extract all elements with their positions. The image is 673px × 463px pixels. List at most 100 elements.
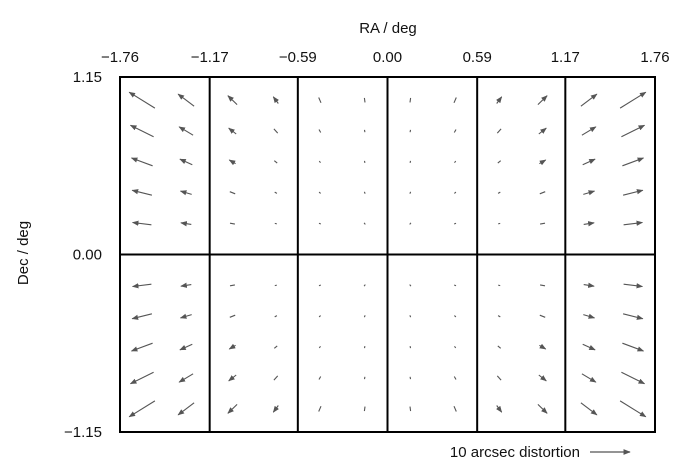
distortion-arrow: [318, 129, 322, 133]
x-tick-label: 0.59: [463, 49, 492, 66]
distortion-arrow: [623, 283, 644, 289]
distortion-arrow: [497, 315, 501, 318]
distortion-arrow: [180, 282, 192, 288]
distortion-arrow: [623, 220, 644, 226]
distortion-arrow: [318, 405, 322, 412]
y-tick-label: −1.15: [64, 424, 102, 441]
distortion-arrow: [409, 97, 412, 103]
distortion-arrow: [273, 160, 278, 164]
distortion-arrow: [538, 127, 547, 135]
distortion-arrow: [128, 91, 156, 109]
distortion-arrow: [274, 315, 278, 318]
distortion-arrow: [178, 126, 194, 136]
distortion-arrow: [580, 402, 598, 416]
distortion-arrow: [496, 405, 503, 413]
distortion-arrow: [318, 284, 322, 287]
distortion-arrow: [180, 221, 192, 227]
x-axis-title: RA / deg: [359, 20, 417, 37]
distortion-arrow: [453, 97, 457, 104]
distortion-arrow: [453, 376, 457, 380]
distortion-arrow: [318, 222, 322, 225]
x-tick-label: −1.17: [191, 49, 229, 66]
distortion-arrow: [274, 284, 277, 287]
distortion-arrow: [453, 129, 457, 133]
distortion-arrow: [363, 315, 366, 318]
x-tick-label: 0.00: [373, 49, 402, 66]
distortion-arrow: [583, 221, 595, 227]
distortion-arrow: [496, 96, 503, 104]
distortion-arrow: [409, 191, 412, 194]
distortion-arrow: [178, 373, 194, 383]
distortion-arrow: [363, 97, 366, 103]
distortion-arrow: [622, 157, 645, 167]
distortion-arrow: [229, 191, 236, 195]
distortion-arrow: [131, 283, 152, 289]
x-tick-label: 1.76: [640, 49, 669, 66]
distortion-arrow: [454, 191, 457, 194]
distortion-arrow: [272, 96, 279, 104]
tick-labels: −1.76 −1.17 −0.59 0.00 0.59 1.17 1.76 1.15 0.00 −…: [64, 49, 670, 441]
distortion-arrow: [537, 404, 548, 414]
x-tick-label: 1.17: [551, 49, 580, 66]
distortion-arrow: [318, 376, 322, 380]
distortion-arrow: [582, 158, 596, 166]
legend-label: 10 arcsec distortion: [450, 444, 580, 461]
distortion-arrow: [228, 127, 237, 135]
distortion-arrow: [177, 402, 195, 416]
distortion-arrow: [538, 374, 547, 382]
distortion-arrow: [363, 222, 366, 225]
distortion-arrow: [582, 343, 596, 351]
distortion-arrow: [363, 191, 366, 194]
distortion-arrow: [621, 371, 646, 385]
distortion-arrow: [537, 95, 548, 105]
distortion-arrow: [179, 158, 193, 166]
distortion-arrow: [621, 124, 646, 138]
distortion-arrow: [409, 406, 412, 412]
distortion-arrow: [273, 345, 278, 349]
distortion-arrow: [129, 124, 154, 138]
distortion-arrow: [496, 128, 502, 134]
plot-frame: [119, 76, 656, 433]
distortion-arrow: [583, 282, 595, 288]
distortion-arrow: [409, 315, 412, 318]
x-tick-label: −1.76: [101, 49, 139, 66]
distortion-arrow: [228, 374, 237, 382]
arrow-field: [128, 91, 647, 418]
distortion-arrow: [179, 190, 192, 196]
distortion-arrow: [540, 284, 546, 287]
legend: 10 arcsec distortion: [450, 444, 631, 461]
distortion-arrow: [580, 93, 598, 107]
distortion-arrow: [318, 160, 321, 164]
distortion-arrow: [453, 284, 457, 287]
distortion-arrow: [539, 191, 546, 195]
distortion-arrow: [539, 314, 546, 318]
distortion-arrow: [453, 222, 457, 225]
distortion-arrow: [497, 345, 502, 349]
distortion-arrow: [131, 313, 153, 320]
distortion-arrow: [581, 126, 597, 136]
distortion-arrow: [229, 284, 235, 287]
distortion-arrow: [229, 222, 235, 225]
distortion-arrow: [130, 342, 153, 352]
distortion-arrow: [453, 405, 457, 412]
distortion-arrow: [131, 220, 152, 226]
distortion-arrow: [498, 222, 501, 225]
distortion-arrow: [497, 191, 501, 194]
distortion-arrow: [130, 157, 153, 167]
distortion-arrow: [177, 93, 195, 107]
distortion-arrow: [227, 404, 238, 414]
distortion-arrow: [129, 371, 154, 385]
distortion-arrow: [619, 91, 647, 109]
distortion-arrow: [363, 284, 366, 287]
distortion-arrow: [409, 222, 412, 225]
x-tick-label: −0.59: [279, 49, 317, 66]
distortion-arrow: [498, 284, 501, 287]
distortion-arrow: [496, 375, 502, 381]
distortion-arrow: [179, 313, 192, 319]
distortion-arrow: [409, 284, 412, 287]
distortion-arrow: [454, 160, 457, 164]
distortion-arrow: [540, 222, 546, 225]
distortion-arrow: [619, 400, 647, 418]
distortion-arrow: [622, 189, 644, 196]
distortion-arrow: [228, 159, 236, 166]
